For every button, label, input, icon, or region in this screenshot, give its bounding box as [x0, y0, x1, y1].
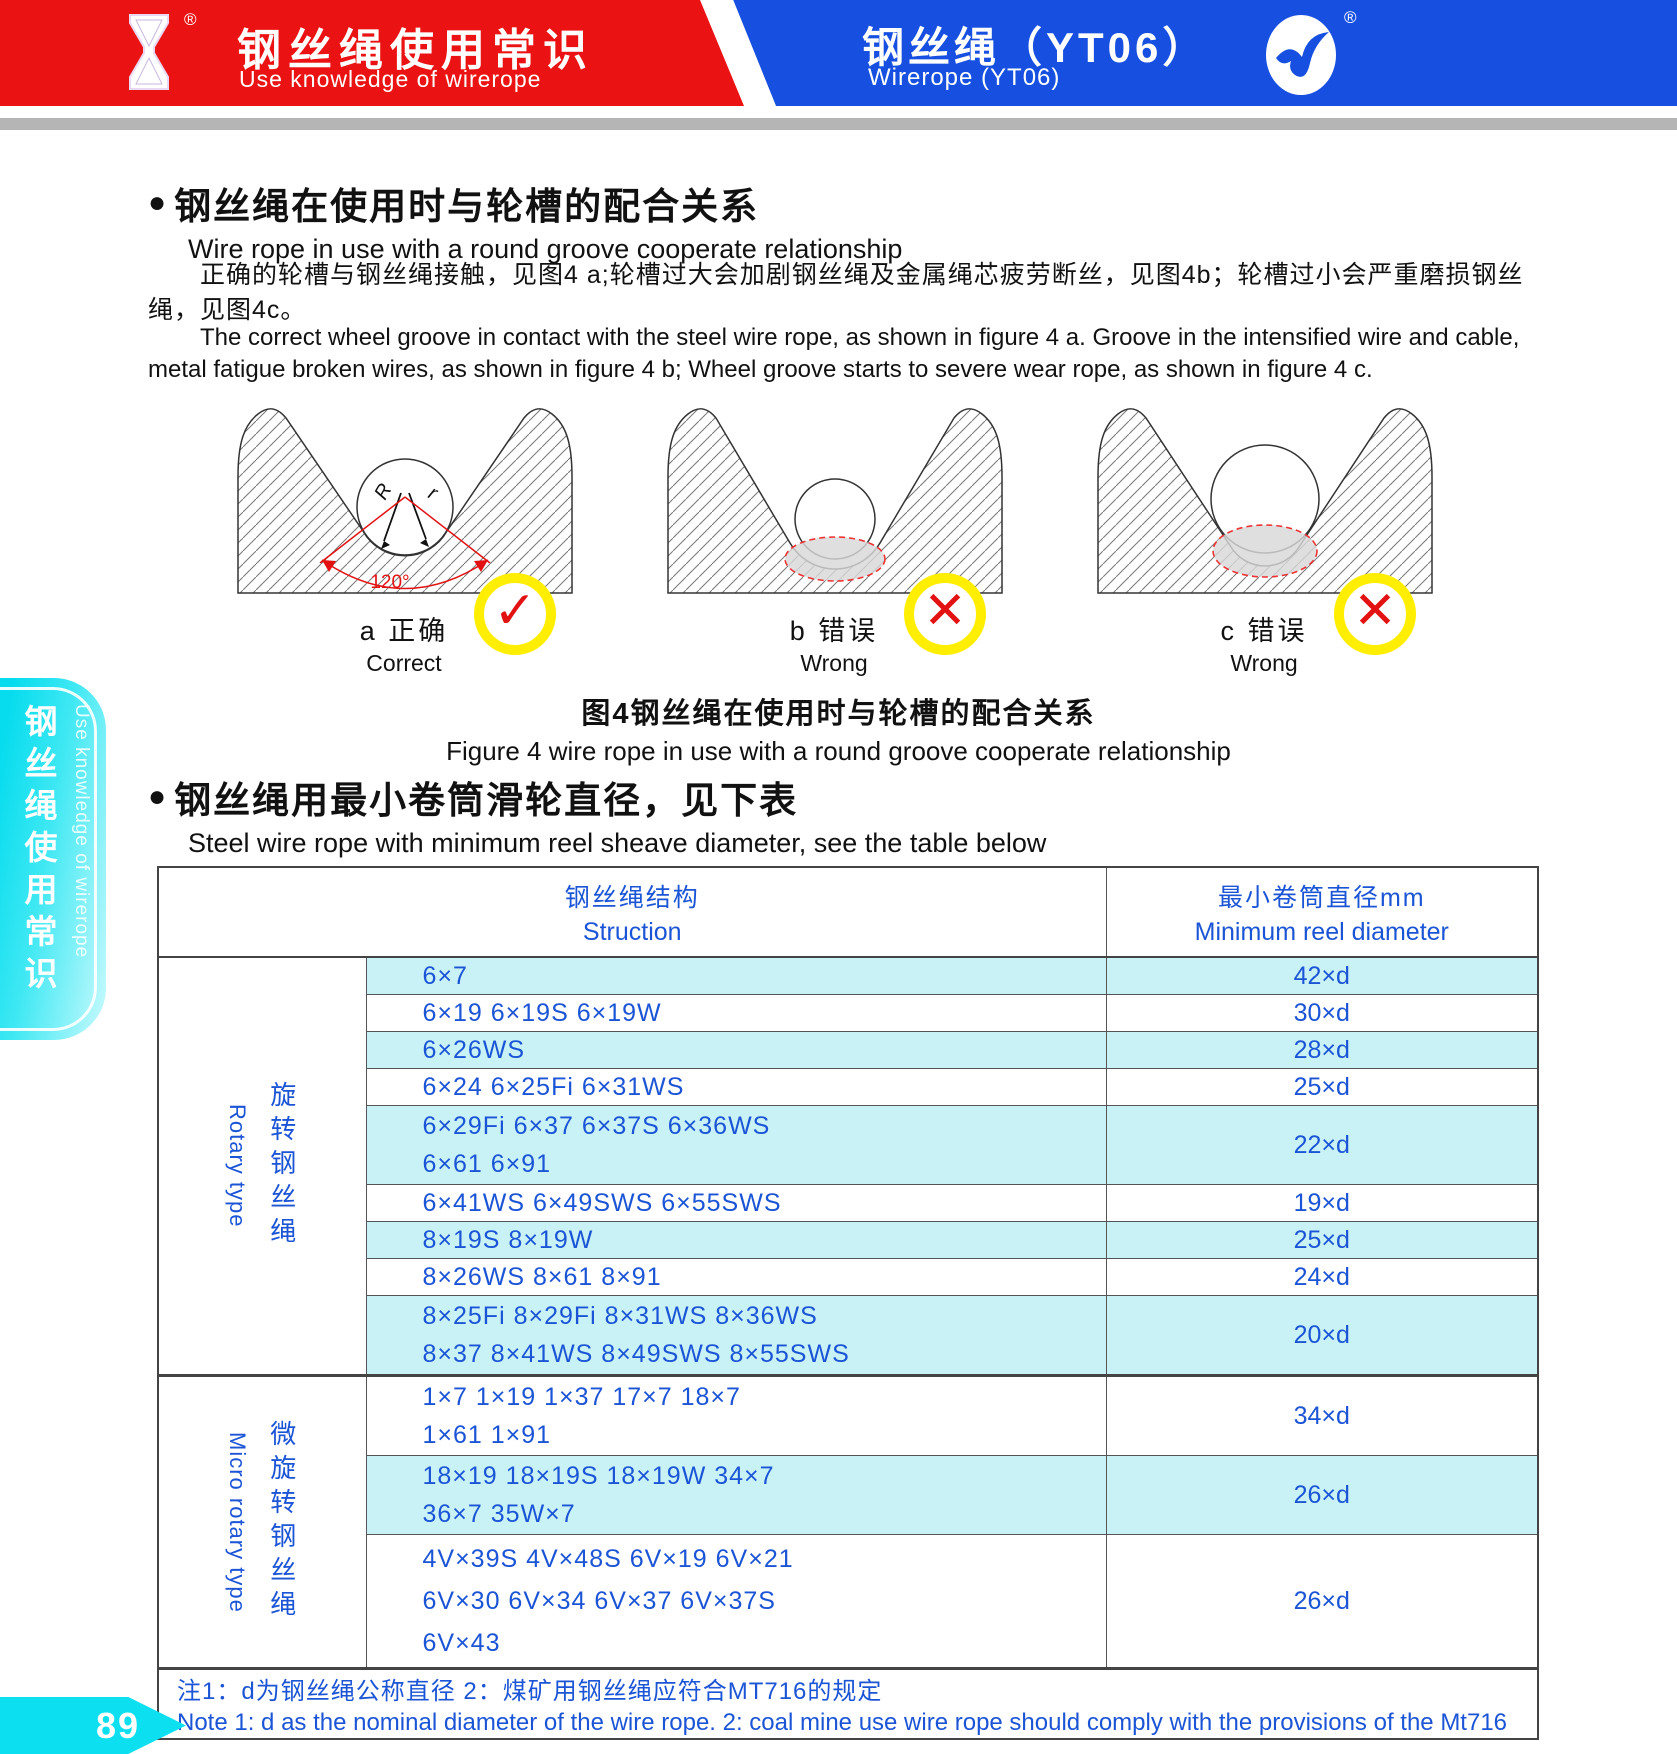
wrong-cross-badge: ✕: [1334, 573, 1416, 655]
body-paragraph-zh: 正确的轮槽与钢丝绳接触，见图4 a;轮槽过大会加剧钢丝绳及金属绳芯疲劳断丝，见图…: [148, 261, 1524, 324]
table-row: Rotary type 旋转钢丝绳 6×7 42×d: [157, 956, 1539, 1376]
table-row: Micro rotary type 微旋转钢丝绳 1×7 1×19 1×37 1…: [157, 1374, 1539, 1669]
table-row: 6×29Fi 6×37 6×37S 6×36WS 6×61 6×91 22×d: [158, 1105, 1539, 1185]
figure-a-label-en: Correct: [366, 650, 442, 676]
min-reel-diameter-table: 钢丝绳结构 Struction 最小卷筒直径mm Minimum reel di…: [157, 866, 1540, 1740]
header-title-zh: 钢丝绳使用常识: [237, 26, 594, 75]
table-row: 6×19 6×19S 6×19W 30×d: [158, 994, 1539, 1032]
doc-title-en: Wirerope (YT06): [868, 64, 1061, 91]
table-row: 6×24 6×25Fi 6×31WS 25×d: [158, 1068, 1539, 1106]
cross-icon: ✕: [1353, 582, 1397, 640]
side-tab-text-zh: 钢丝绳使用常识: [20, 704, 57, 998]
section2-title: ● 钢丝绳用最小卷筒滑轮直径，见下表: [148, 770, 1540, 824]
figure-b-label: b 错误: [789, 616, 879, 646]
doc-title-zh: 钢丝绳（YT06）: [862, 24, 1209, 71]
column-header-struction: 钢丝绳结构 Struction: [157, 866, 1107, 958]
figure-caption-en: Figure 4 wire rope in use with a round g…: [446, 736, 1231, 766]
side-tab-text-en: Use knowledge of wirerope: [71, 704, 92, 959]
divider-bar: [0, 118, 1677, 130]
company-logo-icon: [120, 12, 178, 97]
groove-diagram-b: [667, 408, 1003, 594]
table-row: 4V×39S 4V×48S 6V×19 6V×21 6V×30 6V×34 6V…: [158, 1534, 1539, 1669]
diagram-groove-too-large: ✕ b 错误 Wrong: [660, 395, 1008, 677]
section1-title-en: Wire rope in use with a round groove coo…: [188, 234, 903, 264]
correct-check-badge: ✓: [474, 573, 556, 655]
section2-title-zh: 钢丝绳用最小卷筒滑轮直径，见下表: [174, 780, 799, 821]
bullet-icon: ●: [148, 780, 169, 813]
check-icon: ✓: [493, 582, 537, 640]
group-micro-rotary-type: Micro rotary type 微旋转钢丝绳: [157, 1374, 367, 1669]
wrong-cross-badge: ✕: [904, 573, 986, 655]
bullet-icon: ●: [148, 186, 169, 219]
header-red-band: [0, 0, 744, 106]
section2-title-en: Steel wire rope with minimum reel sheave…: [188, 828, 1047, 858]
figure-4-caption: 图4钢丝绳在使用时与轮槽的配合关系 Figure 4 wire rope in …: [0, 690, 1677, 767]
groove-diagram-a: R r 120°: [237, 408, 573, 594]
cross-icon: ✕: [923, 582, 967, 640]
registered-mark-left: ®: [184, 10, 197, 29]
groove-diagram-c: [1097, 408, 1433, 594]
figure-4-diagrams: R r 120° ✓ a 正确 Correct: [230, 395, 1438, 677]
table-row: 8×26WS 8×61 8×91 24×d: [158, 1258, 1539, 1296]
table-row: 18×19 18×19S 18×19W 34×7 36×7 35W×7 26×d: [158, 1455, 1539, 1535]
figure-a-label: a 正确: [359, 616, 449, 646]
table-row: 6×41WS 6×49SWS 6×55SWS 19×d: [158, 1184, 1539, 1222]
section-min-reel-diameter: ● 钢丝绳用最小卷筒滑轮直径，见下表 Steel wire rope with …: [148, 770, 1540, 859]
section-groove-relationship: ● 钢丝绳在使用时与轮槽的配合关系 Wire rope in use with …: [148, 176, 1540, 265]
diagram-groove-too-small: ✕ c 错误 Wrong: [1090, 395, 1438, 677]
side-tab: 钢丝绳使用常识 Use knowledge of wirerope: [0, 678, 106, 1040]
column-header-diameter: 最小卷筒直径mm Minimum reel diameter: [1105, 866, 1539, 958]
section1-title: ● 钢丝绳在使用时与轮槽的配合关系: [148, 176, 1540, 230]
figure-c-label: c 错误: [1220, 616, 1308, 646]
section1-title-zh: 钢丝绳在使用时与轮槽的配合关系: [174, 186, 760, 227]
figure-caption-zh: 图4钢丝绳在使用时与轮槽的配合关系: [581, 698, 1096, 730]
brand-bird-logo-icon: [1262, 8, 1340, 103]
table-note-en: Note 1: d as the nominal diameter of the…: [177, 1709, 1508, 1736]
body-paragraph-en: The correct wheel groove in contact with…: [148, 324, 1520, 383]
table-header-row: 钢丝绳结构 Struction 最小卷筒直径mm Minimum reel di…: [157, 866, 1539, 958]
diagram-correct-groove: R r 120° ✓ a 正确 Correct: [230, 395, 578, 677]
page-number: 89: [95, 1704, 141, 1746]
angle-label-120: 120°: [370, 572, 409, 593]
registered-mark-right: ®: [1344, 8, 1357, 27]
table-note-row: 注1：d为钢丝绳公称直径 2：煤矿用钢丝绳应符合MT716的规定 Note 1:…: [157, 1667, 1539, 1740]
figure-b-label-en: Wrong: [800, 650, 868, 676]
header-subtitle-en: Use knowledge of wirerope: [239, 66, 542, 92]
table-row: 6×26WS 28×d: [158, 1031, 1539, 1069]
figure-c-label-en: Wrong: [1230, 650, 1298, 676]
header-banner: ® 钢丝绳使用常识 Use knowledge of wirerope 钢丝绳（…: [0, 0, 1677, 116]
table-note-zh: 注1：d为钢丝绳公称直径 2：煤矿用钢丝绳应符合MT716的规定: [177, 1678, 883, 1705]
group-rotary-type: Rotary type 旋转钢丝绳: [157, 956, 367, 1376]
